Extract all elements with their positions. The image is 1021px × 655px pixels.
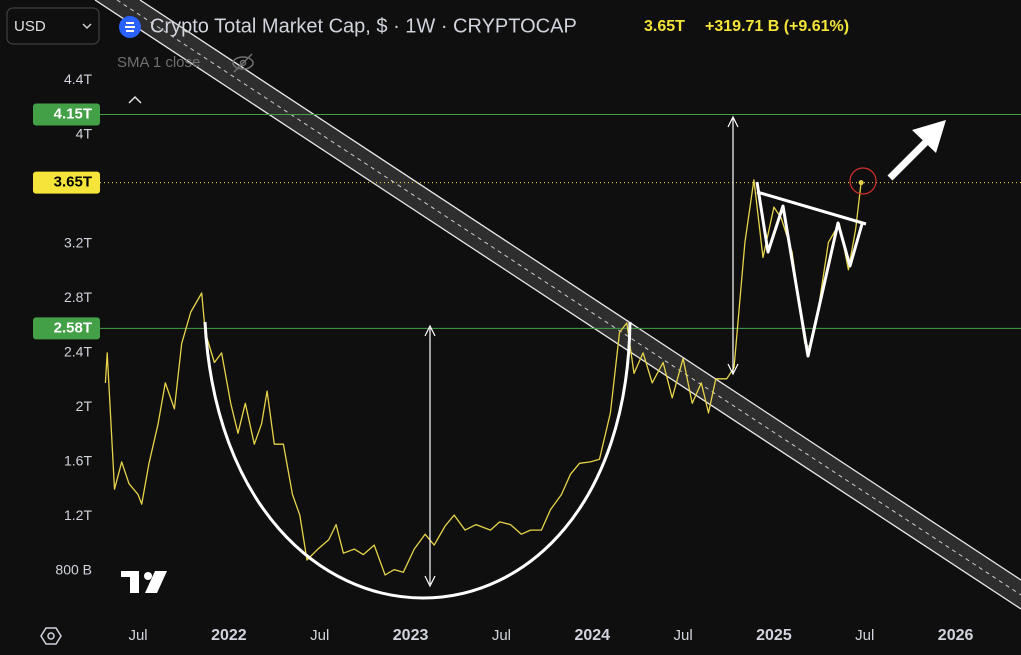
currency-select[interactable]: [6, 7, 100, 45]
y-tick-label: 1.6T: [64, 453, 92, 469]
y-tick-label: 3.2T: [64, 235, 92, 251]
currency-label: USD: [14, 18, 46, 35]
collapse-button[interactable]: [115, 85, 155, 113]
arrow-head: [424, 324, 436, 588]
price-label-box: [33, 171, 100, 194]
breakout-arrow: [887, 137, 931, 181]
visibility-icon[interactable]: [232, 53, 254, 73]
y-tick-label: 2T: [76, 398, 93, 414]
price-label-box: [33, 317, 100, 340]
x-tick-label: 2024: [574, 627, 610, 644]
settings-button[interactable]: [40, 627, 62, 645]
cup-arc: [203, 321, 632, 600]
arrow-head: [727, 115, 739, 376]
change: +319.71 B (+9.61%): [705, 18, 849, 35]
horizontal-lines: [100, 113, 1021, 329]
x-tick-label: Jul: [310, 627, 329, 644]
x-axis: Jul 2022 Jul 2023 Jul 2024 Jul 2025 Jul 2026: [128, 627, 974, 644]
x-tick-label: 2026: [938, 627, 974, 644]
dropdown-icon: [82, 23, 92, 30]
channel-line: [139, 0, 1021, 581]
last-point: [858, 180, 864, 186]
x-tick-label: Jul: [128, 627, 147, 644]
x-tick-label: 2025: [756, 627, 792, 644]
y-axis: 800 B 1.2T 1.6T 2T 2.4T 2.8T 3.2T 4T 4.4T 4.15T 3.…: [33, 71, 100, 578]
price-label: 3.65T: [54, 174, 92, 191]
x-tick-label: 2022: [211, 627, 247, 644]
indicator-label: SMA 1 close: [117, 54, 200, 71]
price-label: 4.15T: [54, 105, 92, 122]
chart-title: Crypto Total Market Cap, $ · 1W · CRYPTO…: [150, 15, 577, 37]
y-tick-label: 2.4T: [64, 344, 92, 360]
pattern-line: [756, 190, 867, 226]
y-tick-label: 800 B: [55, 562, 92, 578]
y-tick-label: 4T: [76, 126, 93, 142]
price-label-box: [33, 103, 100, 126]
drawings: [203, 115, 946, 600]
breakout-arrow-head: [912, 120, 946, 153]
x-tick-label: Jul: [492, 627, 511, 644]
collapse-icon: [128, 95, 142, 104]
x-tick-label: Jul: [673, 627, 692, 644]
x-tick-label: Jul: [855, 627, 874, 644]
channel-line: [94, 0, 1021, 610]
highlight-circle: [849, 167, 877, 195]
price-label: 2.58T: [54, 319, 92, 336]
last-value: 3.65T: [644, 18, 685, 35]
channel: [94, 0, 1021, 610]
pattern-line: [755, 181, 864, 358]
y-tick-label: 1.2T: [64, 507, 92, 523]
symbol-logo-mark: [125, 22, 135, 32]
tv-logo: [121, 571, 167, 593]
y-tick-label: 4.4T: [64, 71, 92, 87]
x-tick-label: 2023: [393, 627, 429, 644]
y-tick-label: 2.8T: [64, 289, 92, 305]
